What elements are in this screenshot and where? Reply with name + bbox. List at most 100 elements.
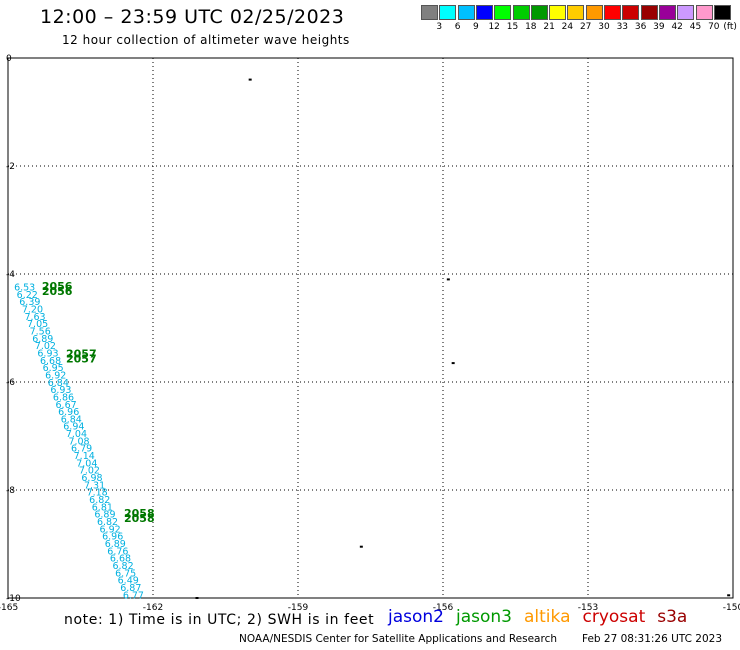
scale-label: 39 [653,22,665,32]
wave-height-label: 6.89 [32,334,53,345]
wave-height-label: 7.20 [22,304,43,315]
scale-swatch [604,5,621,20]
map-frame [7,57,734,599]
wave-height-label: 6.96 [58,407,79,418]
scale-swatch [439,5,457,20]
legend-jason3: jason3 [456,607,512,627]
lat-tick-label: 0 [6,54,12,64]
scale-label: 21 [543,22,555,32]
wave-height-label: 7.31 [84,480,105,491]
island-marker [195,597,199,599]
scale-swatch [658,5,676,20]
wave-height-label: 7.05 [27,319,48,330]
lon-tick-label: -162 [143,603,163,613]
lon-tick-label: -159 [288,603,309,613]
wave-height-label: 6.84 [61,414,82,425]
wave-height-label: 7.14 [74,451,95,462]
pass-time-label: 2056 [42,285,73,298]
scale-label: 18 [525,22,537,32]
credit-line: NOAA/NESDIS Center for Satellite Applica… [239,633,557,645]
wave-height-label: 6.76 [107,546,128,557]
scale-label: 27 [579,22,592,32]
wave-height-label: 6.89 [94,510,115,521]
wave-height-label: 7.18 [87,488,108,499]
wave-height-label: 6.82 [112,561,133,572]
scale-label: 42 [671,22,683,32]
wave-height-label: 7.63 [24,312,45,323]
wave-height-label: 6.53 [14,283,35,294]
wave-height-label: 7.02 [79,466,100,477]
wave-height-label: 6.22 [17,290,38,301]
scale-swatch [475,5,493,20]
island-marker [446,278,450,281]
scale-swatch [530,5,548,20]
wave-height-label: 6.96 [102,532,123,543]
lat-tick-label: -6 [6,378,15,388]
wave-height-label: 6.84 [48,378,69,389]
wave-height-label: 6.81 [92,502,113,513]
lon-tick-label: -153 [578,603,598,613]
lon-tick-label: -165 [0,603,18,613]
wave-height-label: 6.77 [123,590,144,601]
satellite-legend: jason2 jason3 altika cryosat s3a [388,607,699,627]
scale-swatch [585,5,603,20]
generation-timestamp: Feb 27 08:31:26 UTC 2023 [582,633,722,645]
footer-note: note: 1) Time is in UTC; 2) SWH is in fe… [64,612,375,628]
legend-altika: altika [524,607,571,627]
scale-label: 3 [436,22,443,32]
page-subtitle: 12 hour collection of altimeter wave hei… [62,33,350,47]
wave-height-label: 6.95 [43,363,64,374]
lat-tick-label: -10 [6,594,21,604]
wave-height-label: 6.87 [120,583,141,594]
scale-swatch [567,5,585,20]
scale-swatch [457,5,475,20]
scale-swatch [549,5,567,20]
scale-unit: (ft) [723,22,737,32]
wave-height-label: 6.49 [118,576,139,587]
wave-height-label: 6.89 [105,539,126,550]
wave-height-label: 6.82 [97,517,118,528]
wave-height-label: 6.67 [56,400,77,411]
pass-time-label: 2058 [124,507,155,520]
wave-height-label: 6.94 [63,422,84,433]
legend-s3a: s3a [657,607,688,627]
page-title: 12:00 – 23:59 UTC 02/25/2023 [40,6,345,28]
pass-time-label: 2058 [124,512,155,525]
scale-swatch [713,5,731,20]
scale-label: 36 [634,22,647,32]
legend-cryosat: cryosat [582,607,646,627]
island-marker [359,545,363,548]
wave-height-label: 6.79 [71,444,92,455]
wave-height-label: 6.93 [37,348,58,359]
wave-height-label: 6.39 [19,297,40,308]
wave-height-label: 6.75 [115,568,136,579]
wave-height-label: 6.98 [81,473,102,484]
wave-height-label: 6.92 [100,524,121,535]
island-marker [727,594,731,597]
scale-swatch [695,5,713,20]
pass-time-label: 2057 [66,353,97,366]
wave-height-label: 7.04 [76,458,97,469]
scale-label: 45 [689,22,702,32]
scale-swatch [677,5,695,20]
scale-swatch [512,5,530,20]
wave-height-label: 6.93 [50,385,71,396]
scale-label: 24 [561,22,574,32]
wave-height-label: 7.08 [68,436,89,447]
scale-label: 6 [454,22,461,32]
wave-height-label: 6.68 [40,356,61,367]
scale-label: 30 [598,22,610,32]
pass-time-label: 2057 [66,348,97,361]
legend-jason2: jason2 [388,607,444,627]
wave-height-label: 6.92 [45,370,66,381]
scale-label: 33 [616,22,629,32]
scale-swatch [421,5,438,20]
lat-tick-label: -8 [6,486,15,496]
scale-label: 70 [708,22,720,32]
lat-tick-label: -2 [6,162,15,172]
scale-swatch [494,5,512,20]
wave-height-label: 7.56 [30,326,51,337]
wave-height-label: 6.82 [89,495,110,506]
island-marker [451,362,455,365]
